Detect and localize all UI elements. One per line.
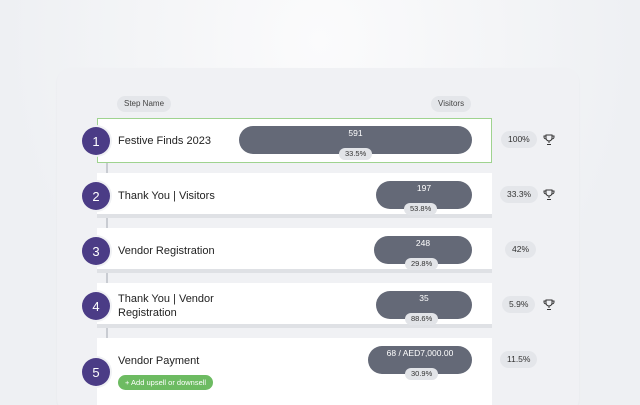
visitors-count: 591 <box>348 128 363 138</box>
step-number-badge: 4 <box>82 292 110 320</box>
conversion-rate: 5.9% <box>502 296 536 313</box>
visitors-count: 197 <box>416 183 432 193</box>
conversion-rate: 33.3% <box>500 186 539 203</box>
step-name: Thank You | Vendor Registration <box>118 292 214 320</box>
conversion-rate: 11.5% <box>500 351 538 368</box>
step-name: Festive Finds 2023 <box>118 135 211 147</box>
conversion-rate: 42% <box>505 241 537 258</box>
step-name-line: Thank You | Vendor <box>118 293 214 305</box>
visitors-bar-percent: 88.6% <box>405 313 439 325</box>
column-header-step-name: Step Name <box>117 96 172 112</box>
visitors-count: 68 / AED7,000.00 <box>386 348 454 358</box>
visitors-count: 248 <box>415 238 431 248</box>
visitors-bar-percent: 53.8% <box>404 203 438 215</box>
visitors-bar-percent: 29.8% <box>405 258 439 270</box>
trophy-icon[interactable] <box>543 189 555 201</box>
add-upsell-button[interactable]: + Add upsell or downsell <box>118 375 214 390</box>
step-number-badge: 2 <box>82 182 110 210</box>
trophy-icon[interactable] <box>543 134 555 146</box>
step-name: Thank You | Visitors <box>118 190 215 202</box>
step-number-badge: 1 <box>82 127 110 155</box>
step-name-line: Registration <box>118 307 177 319</box>
trophy-icon[interactable] <box>543 299 555 311</box>
column-header-visitors: Visitors <box>431 96 472 112</box>
step-number-badge: 5 <box>82 358 110 386</box>
step-number-badge: 3 <box>82 237 110 265</box>
step-name: Vendor Registration <box>118 245 215 257</box>
visitors-bar-percent: 33.5% <box>339 148 373 160</box>
visitors-count: 35 <box>419 293 429 303</box>
visitors-bar-percent: 30.9% <box>405 368 439 380</box>
conversion-rate: 100% <box>501 131 537 148</box>
step-name: Vendor Payment <box>118 355 200 367</box>
